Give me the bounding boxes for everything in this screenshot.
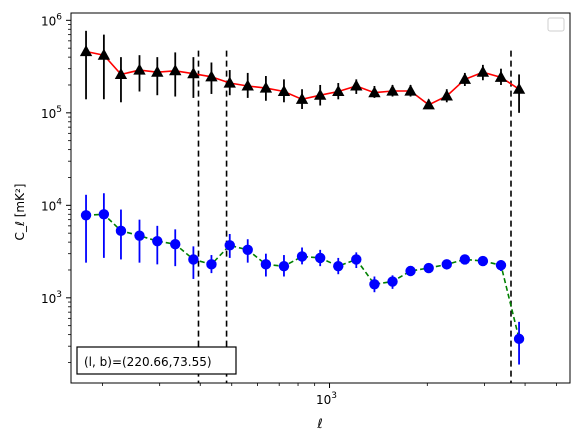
series-2-point <box>80 210 92 221</box>
series-2-point <box>423 262 434 274</box>
y-axis-label-group: C_ℓ [mK²] <box>13 184 27 241</box>
series-2-point <box>333 260 344 272</box>
series-1-point <box>314 88 327 100</box>
series-2-point <box>206 259 217 270</box>
annotation-text: (l, b)=(220.66,73.55) <box>84 355 212 369</box>
series-1-point <box>277 85 291 97</box>
series-1-point <box>259 81 273 93</box>
series-layer <box>79 30 526 365</box>
series-1-point <box>386 84 399 96</box>
y-tick-label-2: 104 <box>41 197 62 213</box>
series-2-point <box>278 260 290 272</box>
y-axis-label: C_ℓ [mK²] <box>13 184 27 241</box>
legend-box <box>547 17 565 32</box>
axes-layer: 103 104 105 106 103 <box>41 12 557 407</box>
series-1-point <box>512 82 526 94</box>
series-1-point <box>151 65 164 77</box>
series-2-point <box>405 265 416 277</box>
series-2-point <box>188 254 199 265</box>
series-1-point <box>79 45 93 57</box>
plot-area <box>71 13 570 383</box>
series-1-point <box>368 86 381 98</box>
series-1-point <box>332 85 345 97</box>
series-1-point <box>241 79 254 91</box>
series-2-point <box>170 238 181 250</box>
series-1-point <box>494 70 508 82</box>
series-2-point <box>260 259 272 270</box>
series-1-point <box>205 70 218 82</box>
series-2-point <box>459 254 471 265</box>
y-tick-label-1: 103 <box>41 290 62 306</box>
series-1 <box>79 30 526 113</box>
series-2-point <box>513 333 525 345</box>
series-2-point <box>314 252 326 264</box>
x-axis-label: ℓ <box>316 417 322 432</box>
x-tick-label-1: 103 <box>316 391 337 407</box>
series-2-point <box>296 251 308 262</box>
annotation-group: (l, b)=(220.66,73.55) <box>76 346 237 375</box>
series-2-point <box>441 259 452 270</box>
y-tick-label-4: 106 <box>41 12 62 28</box>
series-2-point <box>152 235 163 247</box>
y-tick-label-3: 105 <box>41 105 62 121</box>
series-2-point <box>134 230 145 241</box>
series-1-point <box>187 67 200 79</box>
series-1-point <box>476 65 490 77</box>
series-1-point <box>440 89 453 101</box>
series-1-point <box>169 64 182 76</box>
series-2-point <box>477 255 489 267</box>
series-1-point <box>133 63 146 75</box>
series-2-point <box>242 244 253 256</box>
series-2-point <box>351 254 362 265</box>
series-2-point <box>98 209 110 220</box>
series-2 <box>80 193 525 365</box>
series-2-point <box>495 260 507 271</box>
series-1-point <box>422 98 435 110</box>
plot-frame <box>70 12 571 384</box>
series-2-point <box>115 225 127 237</box>
series-2-point <box>387 276 398 287</box>
series-1-point <box>295 92 309 104</box>
series-1-point <box>97 48 111 60</box>
series-2-point <box>224 240 235 251</box>
series-1-point <box>458 72 472 84</box>
series-1-point <box>223 76 236 88</box>
series-1-point <box>404 84 417 96</box>
vlines-layer <box>197 50 512 383</box>
series-2-point <box>369 279 380 290</box>
annotation-box <box>76 346 237 375</box>
series-1-point <box>350 79 363 91</box>
series-1-point <box>114 67 128 79</box>
